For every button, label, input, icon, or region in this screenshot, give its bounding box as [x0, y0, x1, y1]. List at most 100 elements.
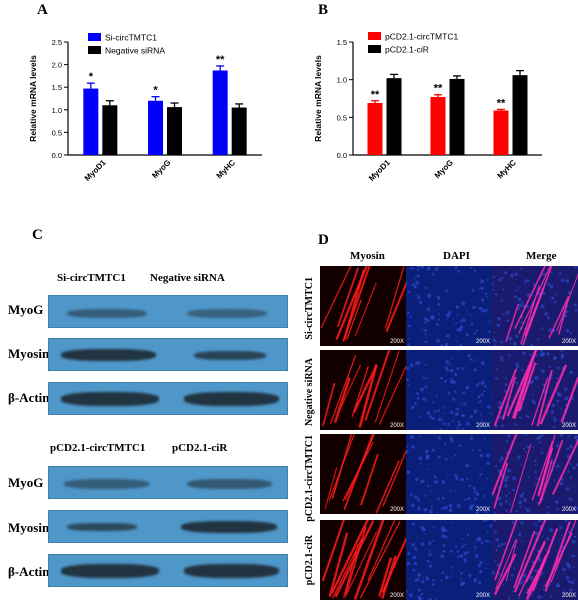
nucleus — [498, 572, 501, 575]
nucleus — [556, 464, 560, 468]
nucleus — [512, 324, 515, 327]
myotube-fiber — [493, 368, 518, 426]
nucleus — [571, 580, 575, 584]
legend-swatch — [368, 32, 381, 40]
nucleus — [457, 423, 462, 427]
nucleus — [558, 393, 562, 397]
nucleus — [541, 596, 544, 599]
nucleus — [415, 280, 420, 285]
nucleus — [512, 590, 515, 593]
nucleus — [476, 537, 481, 542]
legend-swatch — [88, 46, 101, 54]
nucleus — [413, 277, 416, 280]
nucleus — [493, 520, 497, 523]
nucleus — [480, 361, 485, 365]
nucleus — [494, 293, 496, 296]
nucleus — [425, 400, 428, 403]
nucleus — [497, 544, 501, 548]
nucleus — [529, 576, 534, 580]
myotube-fiber — [548, 296, 570, 339]
nucleus — [542, 291, 546, 295]
blot-bottom-col2: pCD2.1-ciR — [172, 442, 228, 454]
nucleus — [499, 460, 502, 463]
micro-image: 200X — [492, 434, 578, 514]
nucleus — [456, 328, 460, 332]
nucleus — [412, 436, 415, 439]
nucleus — [551, 403, 556, 408]
nucleus — [509, 343, 512, 345]
nucleus — [448, 363, 451, 366]
nucleus — [449, 410, 454, 415]
nucleus — [461, 545, 464, 548]
nucleus — [436, 511, 439, 514]
blot-bottom-myog-strip — [48, 466, 288, 499]
magnification-label: 200X — [389, 593, 404, 599]
myotube-fiber — [374, 350, 400, 423]
nucleus — [521, 301, 524, 304]
bar — [367, 103, 383, 155]
nucleus — [495, 549, 498, 552]
nucleus — [478, 287, 482, 290]
magnification-label: 200X — [389, 339, 404, 345]
nucleus — [556, 399, 560, 403]
myotube-fiber — [331, 538, 363, 599]
nucleus — [507, 597, 511, 600]
nucleus — [492, 289, 495, 292]
nucleus — [427, 484, 430, 488]
myotube-fiber — [552, 438, 578, 495]
nucleus — [451, 457, 454, 460]
y-tick-label: 0.0 — [337, 151, 347, 160]
nucleus — [473, 368, 477, 372]
nucleus — [549, 528, 554, 533]
nucleus — [424, 363, 427, 367]
significance-label: ** — [371, 89, 380, 101]
nucleus — [425, 454, 430, 458]
myotube-fiber — [518, 266, 551, 334]
micro-image-svg — [320, 350, 406, 430]
nucleus — [475, 511, 479, 514]
nucleus — [456, 550, 460, 553]
nucleus — [488, 320, 492, 323]
blot-bottom-myosin-strip — [48, 510, 288, 543]
nucleus — [544, 311, 549, 316]
nucleus — [443, 406, 446, 409]
nucleus — [450, 575, 453, 578]
nucleus — [469, 358, 473, 361]
nucleus — [450, 439, 454, 443]
nucleus — [456, 555, 460, 559]
nucleus — [426, 318, 430, 323]
nucleus — [500, 456, 504, 461]
nucleus — [432, 526, 436, 529]
myotube-fiber — [343, 269, 365, 340]
nucleus — [532, 400, 537, 405]
nucleus — [414, 402, 418, 405]
nucleus — [567, 580, 571, 584]
y-tick-label: 1.5 — [337, 38, 347, 47]
nucleus — [521, 540, 523, 543]
nucleus — [573, 554, 576, 558]
x-tick-label: MyoG — [150, 158, 172, 180]
myotube-fiber — [324, 467, 338, 509]
nucleus — [548, 328, 553, 333]
nucleus — [417, 266, 421, 268]
nucleus — [553, 478, 556, 481]
nucleus — [541, 327, 544, 330]
micro-image-svg — [406, 266, 492, 346]
myotube-fiber — [354, 282, 377, 336]
nucleus — [505, 508, 509, 512]
nucleus — [406, 445, 408, 448]
nucleus — [551, 374, 554, 377]
nucleus — [521, 368, 524, 371]
magnification-label: 200X — [475, 593, 490, 599]
nucleus — [535, 475, 537, 477]
nucleus — [567, 470, 570, 473]
nucleus — [414, 547, 418, 551]
nucleus — [486, 278, 489, 281]
nucleus — [474, 546, 477, 549]
nucleus — [519, 268, 522, 270]
nucleus — [407, 343, 410, 346]
nucleus — [559, 481, 564, 486]
micro-image-svg — [320, 520, 406, 600]
micro-background — [406, 520, 492, 600]
nucleus — [467, 497, 471, 501]
